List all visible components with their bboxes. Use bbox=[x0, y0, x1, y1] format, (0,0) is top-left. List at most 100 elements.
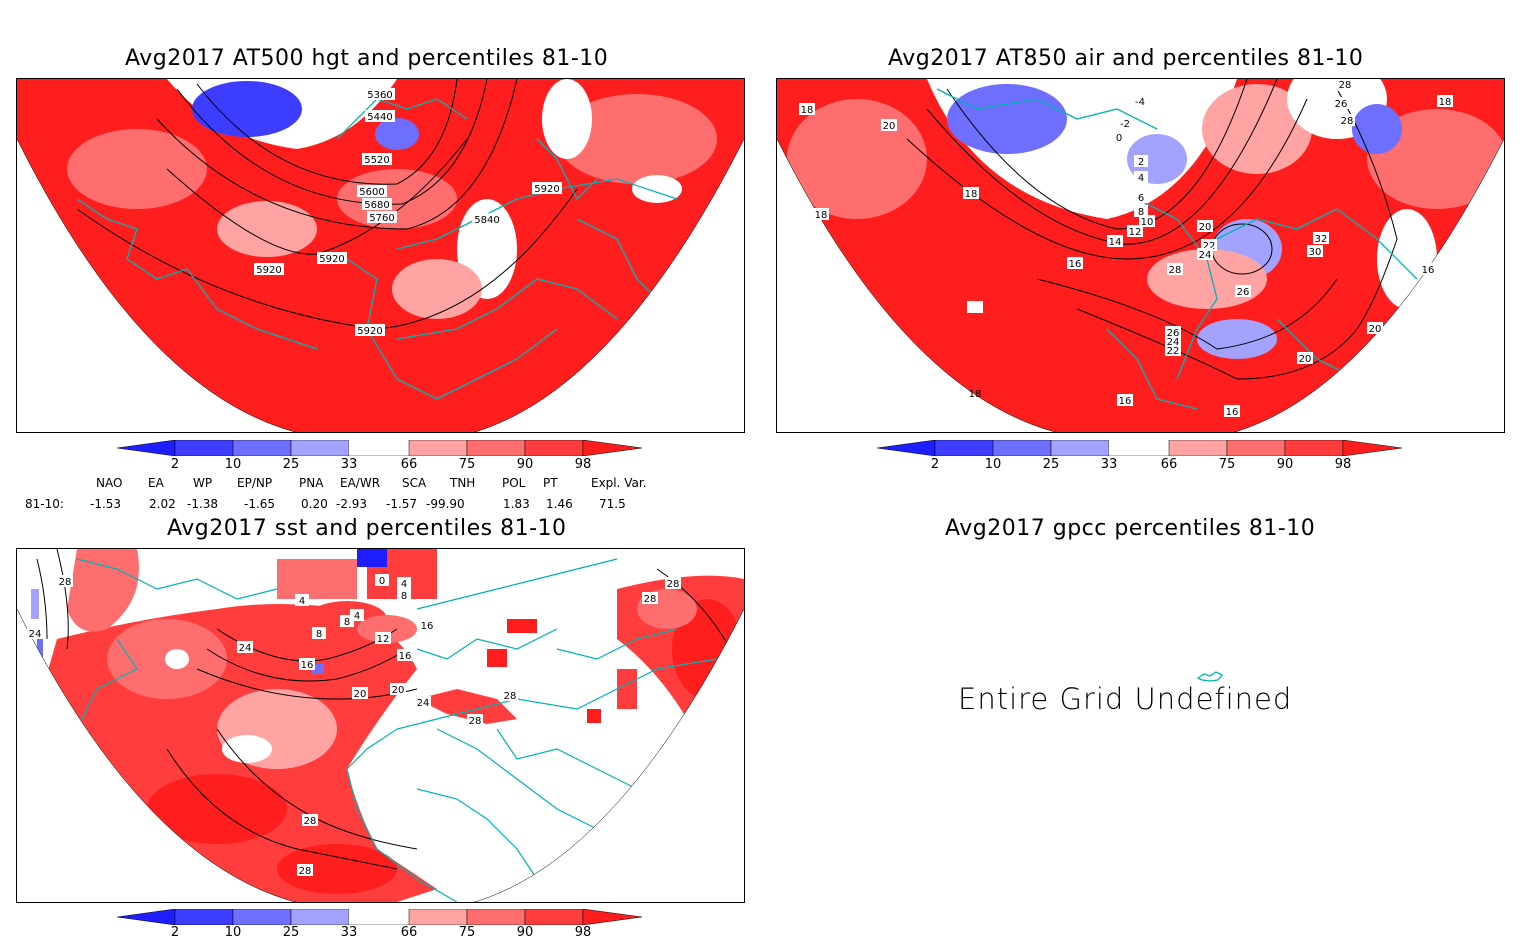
colorbar-label: 10 bbox=[224, 925, 242, 940]
contour-label: 28 bbox=[469, 716, 482, 727]
panel-title-gpcc: Avg2017 gpcc percentiles 81-10 bbox=[945, 516, 1316, 541]
index-value: -1.57 bbox=[386, 497, 418, 511]
contour-label: 6 bbox=[1138, 193, 1144, 204]
contour-label: 24 bbox=[239, 643, 252, 654]
contour-label: 0 bbox=[379, 576, 385, 587]
contour-label: 8 bbox=[401, 591, 407, 602]
contour-label: 18 bbox=[969, 389, 982, 400]
contour-label: 5680 bbox=[364, 200, 389, 211]
contour-label: 5440 bbox=[367, 112, 392, 123]
contour-label: 24 bbox=[1167, 337, 1180, 348]
panel-title-hgt500: Avg2017 AT500 hgt and percentiles 81-10 bbox=[125, 46, 609, 71]
contour-label: 16 bbox=[301, 660, 314, 671]
index-header: NAO bbox=[96, 476, 123, 490]
index-header: WP bbox=[193, 476, 213, 490]
contour-label: 5920 bbox=[534, 184, 559, 195]
undefined-message: Entire Grid Undefined bbox=[958, 682, 1293, 716]
contour-label: 16 bbox=[1119, 396, 1132, 407]
colorbar-label: 25 bbox=[1042, 457, 1060, 472]
colorbar-label: 90 bbox=[1276, 457, 1294, 472]
contour-label: 28 bbox=[304, 816, 317, 827]
contour-label: 32 bbox=[1315, 234, 1328, 245]
index-header: PNA bbox=[299, 476, 324, 490]
contour-label: 4 bbox=[401, 579, 407, 590]
colorbar-label: 98 bbox=[1334, 457, 1352, 472]
colorbar-label: 33 bbox=[340, 457, 358, 472]
map-panel-sst: 28 24 24 16 20 20 24 28 28 28 28 28 28 4… bbox=[16, 548, 745, 903]
contour-label: 8 bbox=[1138, 207, 1144, 218]
colorbar-label: 33 bbox=[340, 925, 358, 940]
contour-label: 26 bbox=[1167, 328, 1180, 339]
colorbar-label: 98 bbox=[574, 457, 592, 472]
contour-label: 28 bbox=[59, 577, 72, 588]
contour-label: 30 bbox=[1309, 247, 1322, 258]
contour-label: 22 bbox=[1203, 241, 1216, 252]
contour-label: 18 bbox=[1439, 97, 1452, 108]
contour-label: 8 bbox=[316, 629, 322, 640]
index-value: 0.20 bbox=[301, 497, 328, 511]
colorbar-label: 75 bbox=[458, 925, 476, 940]
index-header: EA/WR bbox=[340, 476, 381, 490]
colorbar-label: 10 bbox=[224, 457, 242, 472]
contour-label: 5760 bbox=[369, 213, 394, 224]
contour-label: 26 bbox=[1335, 99, 1348, 110]
index-value: 71.5 bbox=[599, 497, 626, 511]
contour-label: 5360 bbox=[367, 90, 392, 101]
colorbar-air850: 2 10 25 33 66 75 90 98 bbox=[876, 439, 1403, 480]
index-value: 1.83 bbox=[503, 497, 530, 511]
colorbar-swatches bbox=[116, 908, 643, 926]
contour-label: 5520 bbox=[364, 155, 389, 166]
colorbar-label: 66 bbox=[400, 457, 418, 472]
colorbar-label: 98 bbox=[574, 925, 592, 940]
colorbar-label: 90 bbox=[516, 457, 534, 472]
map-panel-hgt500: 5360 5440 5520 5600 5680 5760 5840 5920 … bbox=[16, 78, 745, 433]
index-value: -1.38 bbox=[187, 497, 219, 511]
index-header: POL bbox=[502, 476, 526, 490]
contour-label: 28 bbox=[1341, 116, 1354, 127]
index-value: 2.02 bbox=[149, 497, 176, 511]
index-value: 1.46 bbox=[546, 497, 573, 511]
contour-label: 28 bbox=[1169, 265, 1182, 276]
index-header: Expl. Var. bbox=[591, 476, 647, 490]
colorbar-label: 2 bbox=[170, 457, 180, 472]
colorbar-swatches bbox=[116, 439, 643, 457]
colorbar-label: 25 bbox=[282, 457, 300, 472]
contour-label: 0 bbox=[1116, 133, 1122, 144]
contour-label: 16 bbox=[1422, 265, 1435, 276]
contour-label: 28 bbox=[1339, 80, 1352, 91]
contour-label: 24 bbox=[29, 629, 42, 640]
contour-label: -4 bbox=[1135, 97, 1145, 108]
index-header: TNH bbox=[450, 476, 476, 490]
colorbar-hgt500: 2 10 25 33 66 75 90 98 bbox=[116, 439, 643, 480]
contour-label: 26 bbox=[1237, 287, 1250, 298]
contour-label: 5920 bbox=[256, 265, 281, 276]
contour-label: 22 bbox=[1167, 346, 1180, 357]
contour-label: 18 bbox=[965, 189, 978, 200]
contour-label: 12 bbox=[1129, 227, 1142, 238]
small-island-outline-icon bbox=[1196, 671, 1224, 682]
contour-label: 10 bbox=[1141, 217, 1154, 228]
contour-label: 28 bbox=[644, 594, 657, 605]
contour-label: 18 bbox=[801, 105, 814, 116]
colorbar-label: 25 bbox=[282, 925, 300, 940]
contour-label: 4 bbox=[299, 596, 305, 607]
colorbar-label: 75 bbox=[1218, 457, 1236, 472]
colorbar-label: 10 bbox=[984, 457, 1002, 472]
panel-title-air850: Avg2017 AT850 air and percentiles 81-10 bbox=[888, 46, 1364, 71]
contour-label: 5840 bbox=[474, 215, 499, 226]
contour-label: 28 bbox=[504, 691, 517, 702]
index-row-label: 81-10: bbox=[25, 497, 64, 511]
contour-label: 14 bbox=[1109, 237, 1122, 248]
index-header: PT bbox=[543, 476, 558, 490]
contour-label: 20 bbox=[1369, 324, 1382, 335]
contour-label: 2 bbox=[1138, 157, 1144, 168]
index-header: EP/NP bbox=[237, 476, 273, 490]
contour-label: 5920 bbox=[357, 326, 382, 337]
index-value: -99.90 bbox=[426, 497, 465, 511]
index-value: -1.53 bbox=[90, 497, 122, 511]
contour-label: 12 bbox=[377, 634, 390, 645]
contour-label: 20 bbox=[883, 121, 896, 132]
colorbar-label: 2 bbox=[170, 925, 180, 940]
index-header: EA bbox=[148, 476, 164, 490]
contour-label: 20 bbox=[1199, 222, 1212, 233]
